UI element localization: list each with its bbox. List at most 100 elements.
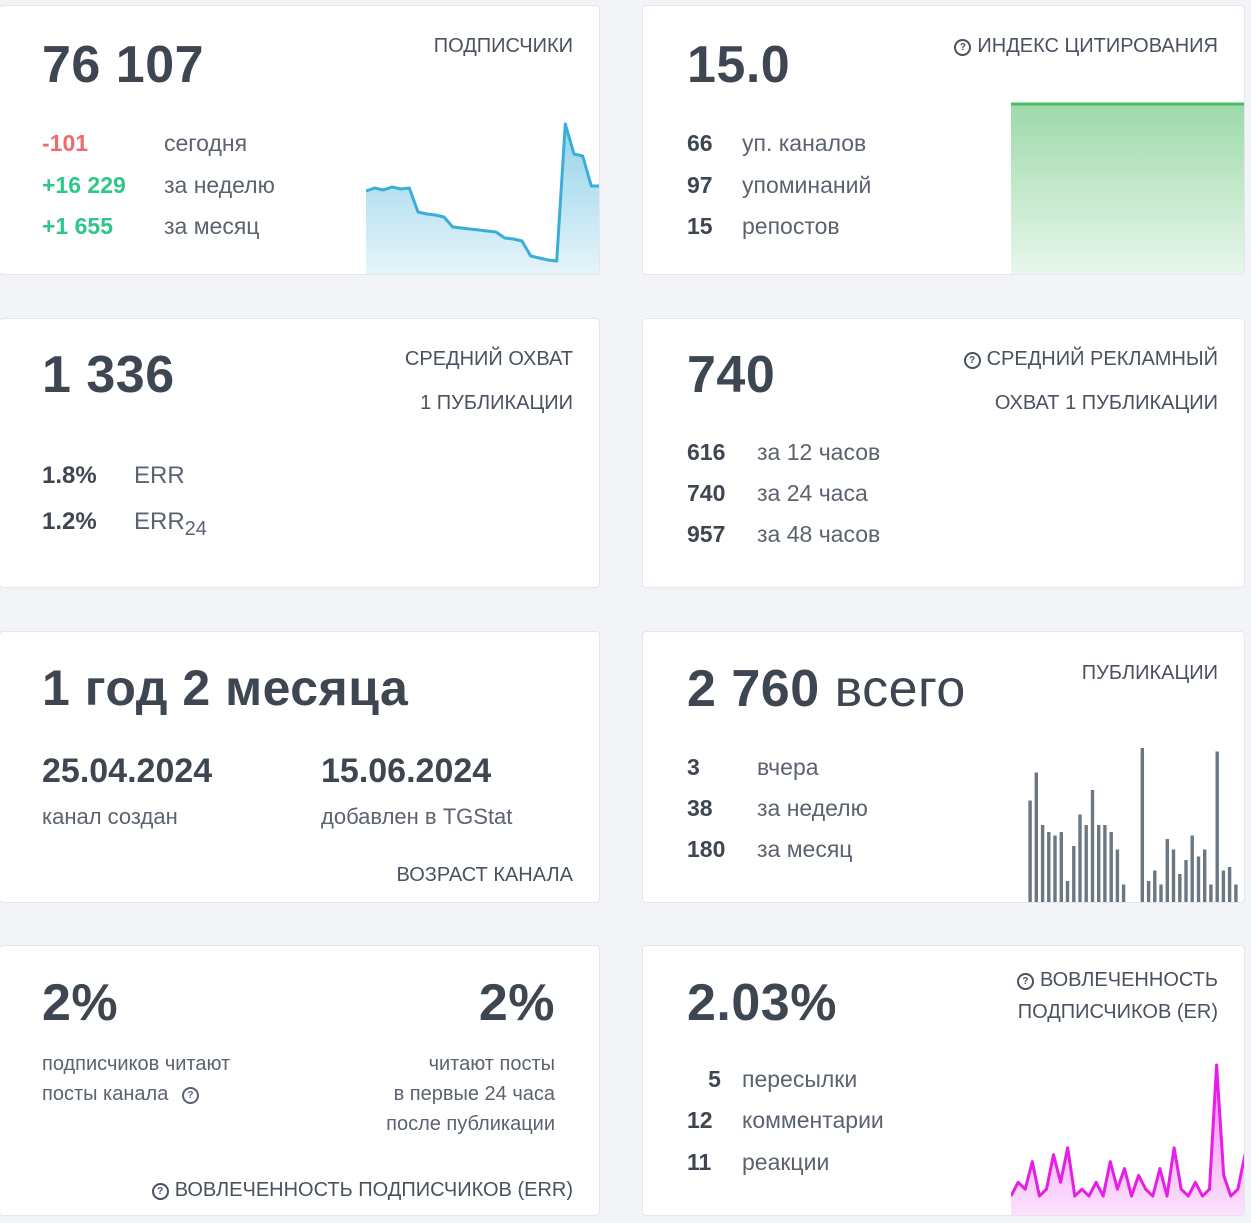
- subscribers-month-label: за месяц: [164, 213, 260, 239]
- subscribers-week-num: +16 229: [42, 172, 126, 198]
- subscribers-week-label: за неделю: [164, 172, 275, 198]
- chart-line: [366, 122, 599, 263]
- posts-month-label: за месяц: [757, 836, 853, 862]
- reach-value: 1 336: [42, 346, 175, 404]
- chart-bar: [1078, 814, 1082, 902]
- subscribers-month-num: +1 655: [42, 213, 113, 239]
- ad-reach-24h-label: за 24 часа: [757, 480, 868, 506]
- er-title: ? ВОВЛЕЧЕННОСТЬ ПОДПИСЧИКОВ (ER): [1016, 964, 1218, 1028]
- err-left-caption-line2: посты канала: [42, 1083, 169, 1105]
- reach-card[interactable]: 1 336 СРЕДНИЙ ОХВАТ 1 ПУБЛИКАЦИИ 1.8% ERR…: [0, 318, 600, 588]
- chart-bar: [1159, 884, 1163, 902]
- posts-month-num: 180: [687, 836, 726, 862]
- posts-yesterday-num: 3: [687, 754, 700, 780]
- chart-bar: [1059, 832, 1063, 902]
- help-icon[interactable]: ?: [1016, 973, 1034, 990]
- chart-area: [366, 124, 599, 274]
- err-card[interactable]: 2% подписчиков читают посты канала ? 2% …: [0, 945, 600, 1216]
- chart-bar: [1140, 748, 1144, 902]
- chart-bar: [1053, 835, 1057, 902]
- chart-bar: [1190, 835, 1194, 902]
- posts-title: ПУБЛИКАЦИИ: [1081, 662, 1218, 684]
- er-forwards: 5 пересылки: [687, 1068, 857, 1091]
- err-left-caption-line1: подписчиков читают: [42, 1053, 231, 1075]
- chart-bar: [1084, 825, 1088, 902]
- ad-reach-card[interactable]: 740 ? СРЕДНИЙ РЕКЛАМНЫЙ ОХВАТ 1 ПУБЛИКАЦИ…: [642, 318, 1245, 588]
- ad-reach-48h-label: за 48 часов: [757, 521, 881, 547]
- ad-reach-24h: 740 за 24 часа: [687, 482, 868, 505]
- reach-err-label: ERR: [134, 462, 185, 489]
- chart-bar: [1065, 881, 1070, 902]
- chart-bar: [1178, 874, 1182, 902]
- err-right-caption: читают посты в первые 24 часа после публ…: [386, 1049, 555, 1139]
- citation-channels-num: 66: [687, 130, 713, 156]
- chart-bar: [1153, 870, 1157, 902]
- help-icon[interactable]: ?: [181, 1087, 199, 1104]
- chart-bar: [1209, 884, 1213, 902]
- chart-bar: [1234, 884, 1238, 902]
- er-comments-label: комментарии: [742, 1107, 884, 1133]
- chart-bar: [1227, 867, 1232, 902]
- err-right-value: 2%: [478, 974, 555, 1032]
- posts-value: 2 760 всего: [687, 663, 966, 715]
- reach-title: СРЕДНИЙ ОХВАТ 1 ПУБЛИКАЦИИ: [405, 337, 573, 425]
- chart-bar: [1165, 839, 1169, 902]
- citation-reposts-label: репостов: [742, 213, 840, 239]
- reach-err-num: 1.8%: [42, 462, 97, 489]
- help-icon[interactable]: ?: [954, 39, 972, 56]
- chart-bar: [1196, 856, 1201, 902]
- ad-reach-title: ? СРЕДНИЙ РЕКЛАМНЫЙ ОХВАТ 1 ПУБЛИКАЦИИ: [963, 337, 1218, 425]
- chart-bar: [1090, 790, 1095, 902]
- help-icon[interactable]: ?: [151, 1183, 169, 1200]
- ad-reach-title-line1: СРЕДНИЙ РЕКЛАМНЫЙ: [986, 348, 1218, 370]
- posts-month: 180 за месяц: [687, 838, 852, 861]
- er-title-line1: ВОВЛЕЧЕННОСТЬ: [1039, 969, 1218, 991]
- chart-bar: [1097, 825, 1101, 902]
- help-icon[interactable]: ?: [963, 352, 981, 369]
- age-card[interactable]: 1 год 2 месяца 25.04.2024 канал создан 1…: [0, 631, 600, 903]
- er-forwards-label: пересылки: [742, 1066, 858, 1092]
- age-created-date: 25.04.2024: [42, 752, 213, 790]
- chart-bar: [1221, 870, 1226, 902]
- age-created-label: канал создан: [42, 804, 178, 829]
- reach-title-line2: 1 ПУБЛИКАЦИИ: [420, 392, 573, 414]
- citation-reposts: 15 репостов: [687, 215, 840, 238]
- ad-reach-title-line2: ОХВАТ 1 ПУБЛИКАЦИИ: [994, 392, 1218, 414]
- citation-title: ? ИНДЕКС ЦИТИРОВАНИЯ: [954, 24, 1218, 69]
- er-comments: 12 комментарии: [687, 1109, 884, 1132]
- ad-reach-12h-num: 616: [687, 439, 726, 465]
- chart-bar: [1121, 884, 1126, 902]
- chart-bar: [1184, 860, 1188, 902]
- subscribers-week: +16 229 за неделю: [42, 174, 275, 197]
- ad-reach-48h: 957 за 48 часов: [687, 523, 880, 546]
- err-right-caption-line1: читают посты: [428, 1053, 555, 1075]
- ad-reach-value: 740: [687, 346, 776, 404]
- chart-bar: [1047, 832, 1051, 902]
- citation-title-text: ИНДЕКС ЦИТИРОВАНИЯ: [977, 35, 1218, 57]
- reach-err24: 1.2% ERR24: [42, 508, 207, 540]
- posts-week: 38 за неделю: [687, 797, 868, 820]
- citation-card[interactable]: 15.0 ? ИНДЕКС ЦИТИРОВАНИЯ 66 уп. каналов 9…: [642, 5, 1245, 275]
- err-left-value: 2%: [42, 974, 119, 1032]
- err-left-caption: подписчиков читают посты канала ?: [42, 1049, 230, 1109]
- subscribers-card[interactable]: 76 107 ПОДПИСЧИКИ -101 сегодня +16 229 за …: [0, 5, 600, 275]
- chart-bar: [1203, 849, 1207, 902]
- chart-bar: [1115, 849, 1120, 902]
- subscribers-chart: [366, 122, 599, 274]
- posts-card[interactable]: 2 760 всего ПУБЛИКАЦИИ 3 вчера 38 за недел…: [642, 631, 1245, 903]
- subscribers-today-label: сегодня: [164, 130, 248, 156]
- er-title-line2: ПОДПИСЧИКОВ (ER): [1017, 1001, 1218, 1023]
- citation-value: 15.0: [687, 36, 791, 94]
- subscribers-month: +1 655 за месяц: [42, 215, 259, 238]
- citation-mentions-label: упоминаний: [742, 172, 872, 198]
- reach-err24-label: ERR: [134, 508, 185, 535]
- citation-reposts-num: 15: [687, 213, 713, 239]
- err-title-text: ВОВЛЕЧЕННОСТЬ ПОДПИСЧИКОВ (ERR): [174, 1179, 573, 1201]
- er-forwards-num: 5: [708, 1066, 721, 1092]
- citation-mentions: 97 упоминаний: [687, 174, 871, 197]
- subscribers-value: 76 107: [42, 36, 205, 94]
- citation-channels-label: уп. каналов: [742, 130, 867, 156]
- citation-chart: [1011, 102, 1244, 274]
- chart-bar: [1040, 825, 1045, 902]
